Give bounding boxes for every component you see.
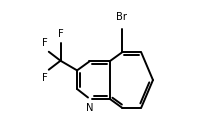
Text: F: F [42, 38, 48, 48]
Text: N: N [86, 103, 93, 113]
Text: F: F [42, 73, 48, 83]
Text: F: F [58, 29, 63, 39]
Text: Br: Br [117, 12, 127, 22]
